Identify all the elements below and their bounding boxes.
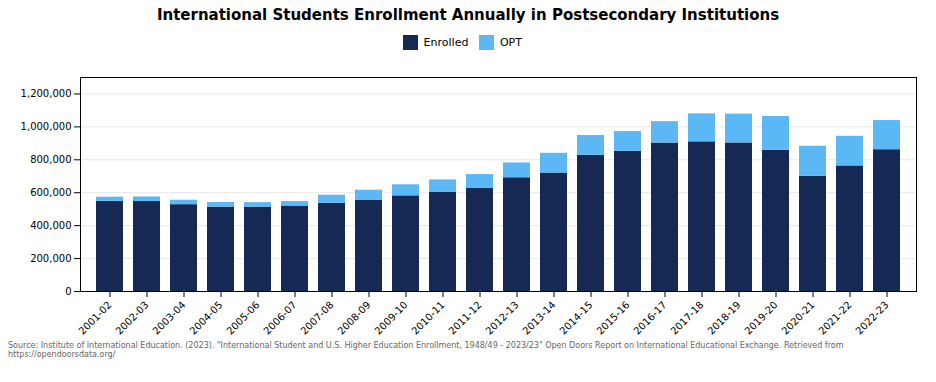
svg-text:2008-09: 2008-09 <box>335 299 372 336</box>
svg-text:2012-13: 2012-13 <box>483 299 520 336</box>
svg-text:2018-19: 2018-19 <box>705 299 742 336</box>
svg-text:2009-10: 2009-10 <box>372 299 409 336</box>
svg-text:2020-21: 2020-21 <box>779 299 816 336</box>
svg-text:2001-02: 2001-02 <box>76 299 113 336</box>
svg-text:2021-22: 2021-22 <box>816 299 853 336</box>
svg-text:2003-04: 2003-04 <box>150 299 187 336</box>
svg-text:2015-16: 2015-16 <box>594 299 631 336</box>
svg-text:2022-23: 2022-23 <box>853 299 890 336</box>
svg-text:600,000: 600,000 <box>30 186 71 197</box>
svg-text:2017-18: 2017-18 <box>668 299 705 336</box>
svg-text:0: 0 <box>65 285 71 296</box>
svg-text:2014-15: 2014-15 <box>557 299 594 336</box>
svg-text:400,000: 400,000 <box>30 219 71 230</box>
svg-text:2011-12: 2011-12 <box>446 299 483 336</box>
html-text:OPT: OPT <box>499 36 522 49</box>
svg-text:2019-20: 2019-20 <box>742 299 779 336</box>
svg-text:1,200,000: 1,200,000 <box>21 88 72 99</box>
html-text:Source: Institute of Internati: Source: Institute of International Educa… <box>8 340 844 360</box>
svg-text:800,000: 800,000 <box>30 154 71 165</box>
html-text:Enrolled: Enrolled <box>423 36 469 49</box>
svg-text:2002-03: 2002-03 <box>113 299 150 336</box>
svg-text:1,000,000: 1,000,000 <box>21 121 72 132</box>
svg-text:200,000: 200,000 <box>30 252 71 263</box>
svg-text:2006-07: 2006-07 <box>261 299 298 336</box>
svg-text:2007-08: 2007-08 <box>298 299 335 336</box>
svg-text:2013-14: 2013-14 <box>520 299 557 336</box>
svg-text:2016-17: 2016-17 <box>631 299 668 336</box>
html-text:International Students Enrollm: International Students Enrollment Annual… <box>156 6 780 24</box>
svg-text:2005-06: 2005-06 <box>224 299 261 336</box>
svg-text:2010-11: 2010-11 <box>409 299 446 336</box>
svg-text:2004-05: 2004-05 <box>187 299 224 336</box>
